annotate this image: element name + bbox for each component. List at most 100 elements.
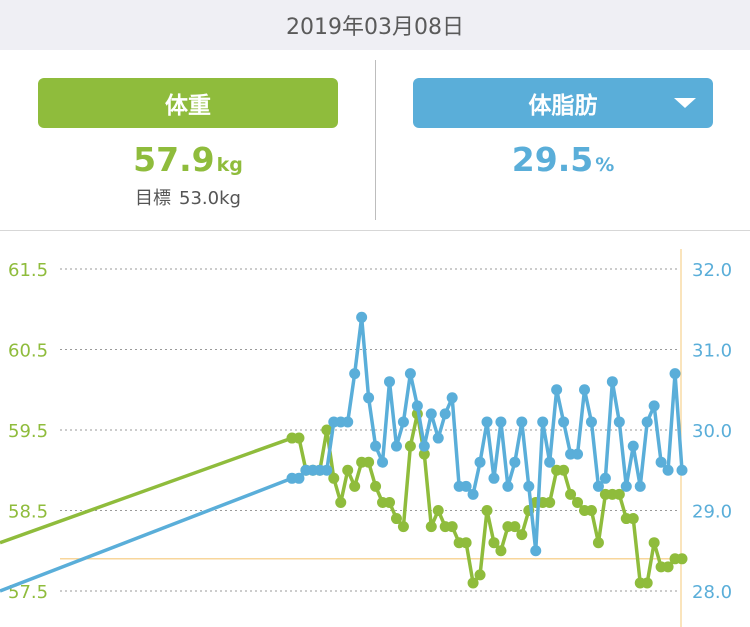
body-fat-point: [293, 472, 305, 484]
left-tick-label: 59.5: [8, 421, 48, 442]
weight-unit: kg: [216, 154, 243, 176]
body-fat-point: [418, 440, 430, 452]
body-fat-point: [544, 456, 556, 468]
body-fat-point: [620, 480, 632, 492]
body-fat-point: [551, 384, 563, 396]
weight-point: [488, 537, 500, 549]
body-fat-button-label: 体脂肪: [528, 93, 598, 119]
weight-point: [516, 529, 528, 541]
body-fat-point: [488, 472, 500, 484]
weight-fat-chart[interactable]: 61.5 32.0 60.5 31.0 59.5 30.0 58.5 29.0 57.5 28.0: [0, 231, 750, 627]
weight-point: [495, 545, 507, 557]
body-fat-point: [439, 408, 451, 420]
weight-point: [418, 448, 430, 460]
weight-point: [335, 496, 347, 508]
weight-lead-line: [0, 436, 293, 545]
date-label: 2019年03月08日: [286, 15, 464, 40]
weight-point: [641, 577, 653, 589]
weight-point: [460, 537, 472, 549]
weight-point: [627, 513, 639, 525]
weight-point: [293, 432, 305, 444]
body-fat-dropdown-button[interactable]: 体脂肪: [413, 78, 713, 128]
date-header: 2019年03月08日: [0, 0, 750, 50]
chart-canvas: 61.5 32.0 60.5 31.0 59.5 30.0 58.5 29.0 57.5 28.0: [0, 249, 732, 627]
right-tick-label: 28.0: [692, 582, 732, 603]
weight-line: [292, 412, 682, 585]
body-fat-point: [425, 408, 437, 420]
body-fat-point: [404, 368, 416, 380]
weight-point: [425, 521, 437, 533]
weight-point: [572, 496, 584, 508]
body-fat-point: [558, 416, 570, 428]
target-value: 53.0kg: [179, 188, 241, 209]
body-fat-point: [502, 480, 514, 492]
body-fat-point: [606, 376, 618, 388]
right-tick-label: 29.0: [692, 502, 732, 523]
weight-point: [370, 480, 382, 492]
left-tick-label: 60.5: [8, 341, 48, 362]
weight-value: 57.9 kg: [38, 140, 338, 179]
right-tick-label: 30.0: [692, 421, 732, 442]
weight-point: [585, 505, 597, 516]
weight-point: [328, 472, 340, 484]
body-fat-point: [634, 480, 646, 492]
weight-button[interactable]: 体重: [38, 78, 338, 128]
weight-point: [648, 537, 660, 549]
body-fat-point: [481, 416, 493, 428]
body-fat-point: [516, 416, 528, 428]
body-fat-point: [509, 456, 521, 468]
weight-point: [544, 496, 556, 508]
body-fat-point: [377, 456, 389, 468]
body-fat-point: [669, 368, 681, 380]
weight-point: [404, 440, 416, 452]
body-fat-point: [363, 392, 375, 404]
weight-point: [390, 513, 402, 525]
right-tick-label: 32.0: [692, 260, 732, 281]
weight-point: [446, 521, 458, 533]
weight-point: [474, 569, 486, 581]
body-fat-point: [411, 400, 423, 412]
body-fat-point: [342, 416, 354, 428]
weight-point: [384, 496, 395, 508]
body-fat-point: [474, 456, 486, 468]
body-fat-point: [460, 480, 472, 492]
body-fat-value: 29.5%: [413, 140, 713, 179]
weight-point: [592, 537, 604, 549]
body-fat-point: [613, 416, 625, 428]
body-fat-lead-line: [0, 476, 293, 593]
body-fat-point: [648, 400, 660, 412]
left-tick-label: 57.5: [8, 582, 48, 603]
weight-point: [676, 553, 688, 565]
body-fat-point: [662, 464, 674, 476]
body-fat-point: [397, 416, 409, 428]
body-fat-point: [321, 464, 333, 476]
body-fat-point: [356, 311, 368, 323]
weight-point: [432, 505, 444, 516]
chevron-down-icon: [674, 98, 696, 108]
target-weight: 目標 53.0kg: [38, 184, 338, 210]
summary-panel: 体重 57.9 kg 目標 53.0kg 体脂肪 29.5%: [0, 50, 750, 231]
body-fat-point: [432, 432, 444, 444]
body-fat-point: [585, 416, 597, 428]
body-fat-point: [641, 416, 653, 428]
body-fat-point: [579, 384, 590, 396]
left-tick-label: 58.5: [8, 502, 48, 523]
target-label: 目標: [135, 188, 172, 209]
weight-button-label: 体重: [165, 93, 211, 119]
weight-point: [613, 488, 625, 500]
panel-divider: [375, 60, 376, 220]
body-fat-point: [390, 440, 402, 452]
weight-point: [321, 424, 333, 436]
body-fat-point: [537, 416, 549, 428]
weight-point: [349, 480, 361, 492]
right-tick-label: 31.0: [692, 341, 732, 362]
body-fat-point: [592, 480, 604, 492]
body-fat-point: [530, 545, 542, 557]
weight-number: 57.9: [133, 140, 215, 179]
weight-point: [509, 521, 521, 533]
body-fat-point: [572, 448, 584, 460]
weight-point: [558, 464, 570, 476]
body-fat-point: [467, 488, 479, 500]
body-fat-point: [599, 472, 611, 484]
weight-point: [342, 464, 354, 476]
